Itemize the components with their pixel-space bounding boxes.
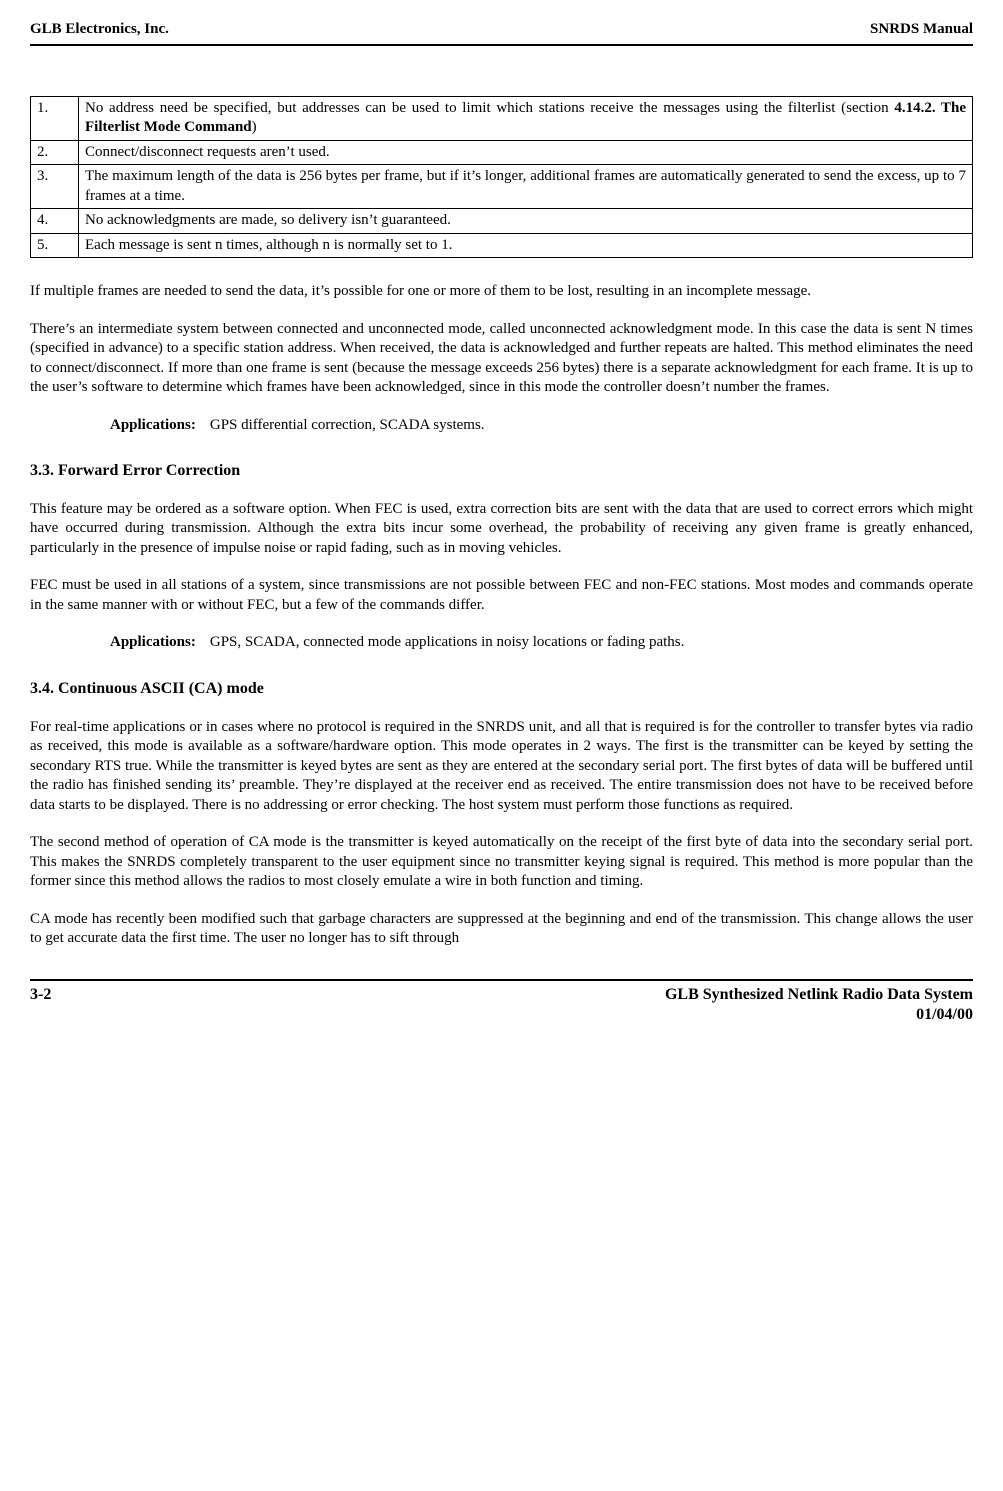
rule-text-pre: No address need be specified, but addres… xyxy=(85,100,894,116)
paragraph: For real-time applications or in cases w… xyxy=(30,718,973,816)
table-row: 1. No address need be specified, but add… xyxy=(31,96,973,140)
table-row: 3. The maximum length of the data is 256… xyxy=(31,165,973,209)
rule-text: No address need be specified, but addres… xyxy=(79,96,973,140)
rule-text-post: ) xyxy=(252,119,257,135)
applications-text: GPS, SCADA, connected mode applications … xyxy=(210,633,685,653)
footer-right: GLB Synthesized Netlink Radio Data Syste… xyxy=(665,985,973,1027)
table-row: 5. Each message is sent n times, althoug… xyxy=(31,233,973,258)
rule-number: 2. xyxy=(31,140,79,165)
applications-label: Applications: xyxy=(110,633,196,653)
rule-text: No acknowledgments are made, so delivery… xyxy=(79,209,973,234)
paragraph: FEC must be used in all stations of a sy… xyxy=(30,576,973,615)
paragraph: There’s an intermediate system between c… xyxy=(30,320,973,398)
rule-number: 3. xyxy=(31,165,79,209)
header-rule xyxy=(30,44,973,46)
footer-date: 01/04/00 xyxy=(916,1006,973,1023)
table-row: 4. No acknowledgments are made, so deliv… xyxy=(31,209,973,234)
rule-number: 4. xyxy=(31,209,79,234)
footer-title: GLB Synthesized Netlink Radio Data Syste… xyxy=(665,986,973,1003)
applications-line: Applications: GPS, SCADA, connected mode… xyxy=(110,633,973,653)
rule-number: 5. xyxy=(31,233,79,258)
footer-page-number: 3-2 xyxy=(30,985,51,1027)
rule-number: 1. xyxy=(31,96,79,140)
applications-text: GPS differential correction, SCADA syste… xyxy=(210,416,485,436)
page-header: GLB Electronics, Inc. SNRDS Manual xyxy=(30,20,973,40)
section-heading: 3.4. Continuous ASCII (CA) mode xyxy=(30,679,973,700)
paragraph: This feature may be ordered as a softwar… xyxy=(30,500,973,559)
applications-label: Applications: xyxy=(110,416,196,436)
paragraph: If multiple frames are needed to send th… xyxy=(30,282,973,302)
paragraph: CA mode has recently been modified such … xyxy=(30,910,973,949)
footer-rule xyxy=(30,979,973,981)
table-row: 2. Connect/disconnect requests aren’t us… xyxy=(31,140,973,165)
rules-table: 1. No address need be specified, but add… xyxy=(30,96,973,259)
rule-text: Each message is sent n times, although n… xyxy=(79,233,973,258)
section-heading: 3.3. Forward Error Correction xyxy=(30,461,973,482)
applications-line: Applications: GPS differential correctio… xyxy=(110,416,973,436)
rule-text: The maximum length of the data is 256 by… xyxy=(79,165,973,209)
paragraph: The second method of operation of CA mod… xyxy=(30,833,973,892)
page-footer: 3-2 GLB Synthesized Netlink Radio Data S… xyxy=(30,985,973,1027)
header-right: SNRDS Manual xyxy=(870,20,973,40)
header-left: GLB Electronics, Inc. xyxy=(30,20,169,40)
rule-text: Connect/disconnect requests aren’t used. xyxy=(79,140,973,165)
